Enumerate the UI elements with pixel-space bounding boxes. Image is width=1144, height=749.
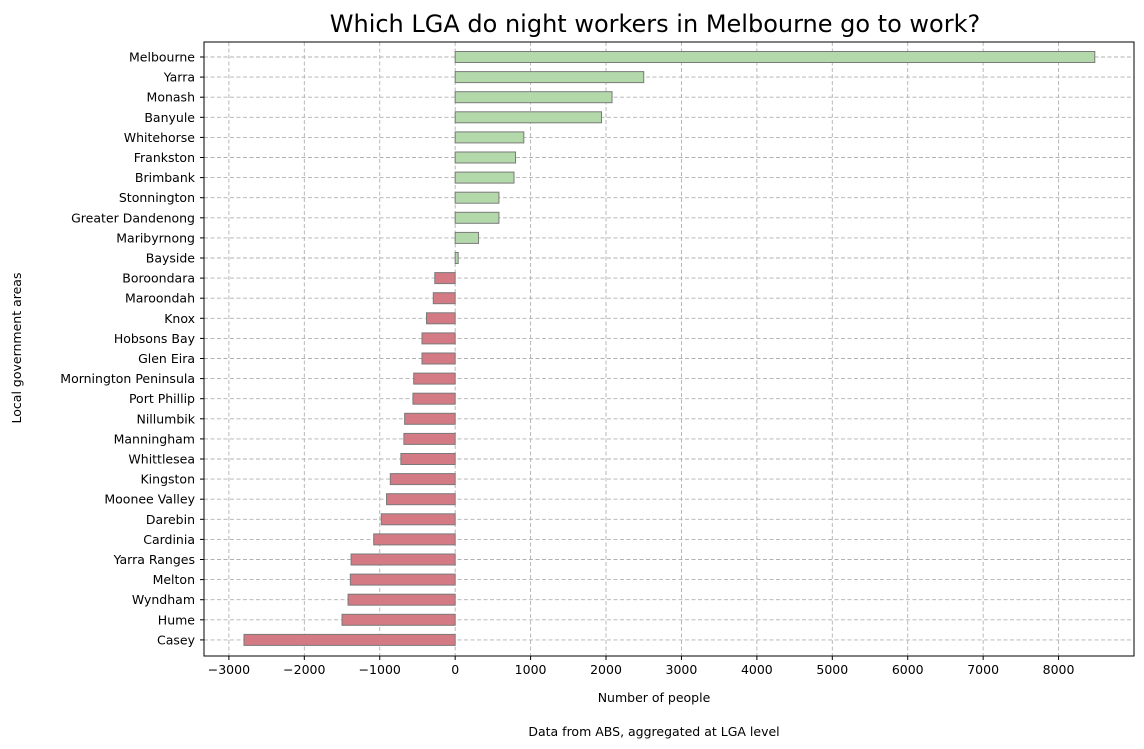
y-tick-label: Port Phillip: [129, 391, 195, 406]
bar-melbourne: [454, 51, 1096, 63]
bar-brimbank: [454, 171, 515, 184]
y-tick-label: Maroondah: [125, 291, 195, 306]
bar-wyndham: [347, 593, 456, 606]
bar-bayside: [454, 252, 459, 264]
x-tick-label: 3000: [666, 662, 698, 677]
y-tick-label: Wyndham: [132, 592, 195, 607]
y-tick-label: Moonee Valley: [104, 492, 195, 507]
bar-stonnington: [454, 191, 500, 204]
x-tick-label: −3000: [208, 662, 250, 677]
bar-yarra-ranges: [350, 553, 456, 566]
bar-manningham: [403, 432, 456, 445]
y-tick-label: Melton: [153, 572, 195, 587]
x-tick-label: 7000: [967, 662, 999, 677]
chart-caption: Data from ABS, aggregated at LGA level: [528, 724, 779, 739]
x-tick-label: 4000: [741, 662, 773, 677]
x-tick-label: −1000: [359, 662, 401, 677]
bar-darebin: [380, 513, 456, 526]
y-tick-label: Yarra Ranges: [113, 552, 195, 567]
grid-lines: [204, 42, 1134, 656]
bar-greater-dandenong: [454, 211, 500, 224]
x-axis-ticks: −3000 −2000 −1000 0 1000 2000 3000 4000 5000 6000…: [208, 656, 1075, 677]
y-tick-label: Melbourne: [129, 50, 195, 65]
y-tick-label: Darebin: [146, 512, 195, 527]
bar-frankston: [454, 151, 517, 164]
y-tick-label: Mornington Peninsula: [60, 371, 195, 386]
bar-kingston: [389, 473, 456, 486]
x-tick-label: 0: [451, 662, 459, 677]
y-tick-label: Whitehorse: [124, 130, 196, 145]
y-tick-label: Greater Dandenong: [71, 210, 195, 225]
x-tick-label: 2000: [590, 662, 622, 677]
bar-cardinia: [373, 533, 456, 546]
y-tick-label: Cardinia: [143, 532, 195, 547]
plot-frame: [203, 41, 1135, 657]
bar-moonee-valley: [386, 493, 456, 506]
bar-casey: [243, 633, 456, 646]
y-tick-label: Stonnington: [119, 190, 195, 205]
y-tick-label: Knox: [164, 311, 195, 326]
bar-hobsons-bay: [421, 332, 456, 345]
bar-knox: [426, 312, 456, 325]
y-tick-label: Glen Eira: [138, 351, 195, 366]
bar-banyule: [454, 111, 602, 124]
bar-mornington-peninsula: [413, 372, 456, 385]
bar-glen-eira: [421, 352, 456, 365]
y-tick-label: Nillumbik: [136, 411, 195, 426]
bar-whitehorse: [454, 131, 525, 144]
y-tick-label: Casey: [157, 632, 196, 647]
x-axis-label: Number of people: [598, 690, 711, 705]
y-tick-label: Maribyrnong: [116, 230, 195, 245]
bar-whittlesea: [400, 453, 456, 465]
bar-maribyrnong: [454, 231, 480, 244]
bar-nillumbik: [404, 412, 456, 425]
chart-title: Which LGA do night workers in Melbourne …: [330, 10, 980, 38]
x-tick-label: −2000: [283, 662, 325, 677]
x-tick-label: 5000: [816, 662, 848, 677]
y-tick-label: Hobsons Bay: [114, 331, 196, 346]
y-axis-label: Local government areas: [9, 273, 24, 424]
y-tick-label: Hume: [158, 612, 195, 627]
y-tick-label: Frankston: [134, 150, 195, 165]
x-tick-label: 6000: [892, 662, 924, 677]
y-tick-label: Manningham: [114, 431, 195, 446]
bar-port-phillip: [412, 392, 456, 405]
y-tick-label: Bayside: [146, 251, 196, 266]
bar-maroondah: [432, 292, 456, 305]
bar-yarra: [454, 71, 645, 84]
y-tick-label: Brimbank: [135, 170, 196, 185]
y-tick-label: Yarra: [163, 70, 195, 85]
bar-hume: [341, 613, 456, 626]
bar-melton: [349, 573, 456, 586]
y-axis-ticks: Melbourne Yarra Monash Banyule Whitehorse Fra…: [60, 50, 204, 647]
bar-monash: [454, 91, 613, 104]
y-tick-label: Monash: [147, 90, 195, 105]
bars: [243, 51, 1096, 646]
y-tick-label: Banyule: [144, 110, 195, 125]
bar-boroondara: [434, 272, 456, 285]
y-tick-label: Kingston: [140, 472, 195, 487]
x-tick-label: 1000: [515, 662, 547, 677]
x-tick-label: 8000: [1043, 662, 1075, 677]
y-tick-label: Whittlesea: [128, 452, 195, 467]
y-tick-label: Boroondara: [122, 271, 195, 286]
